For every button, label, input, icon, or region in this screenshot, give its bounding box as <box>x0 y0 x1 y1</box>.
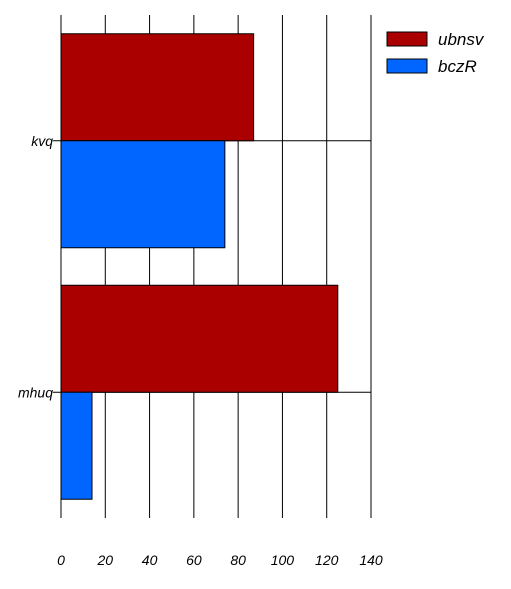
bar-ubnsv-mhuq <box>60 284 339 393</box>
x-tick-label-20: 20 <box>96 552 113 568</box>
bar-bczR-kvq <box>60 140 226 249</box>
x-tick-label-80: 80 <box>230 552 246 568</box>
legend-label-ubnsv: ubnsv <box>438 30 485 49</box>
x-tick-label-40: 40 <box>142 552 158 568</box>
x-tick-label-0: 0 <box>57 552 65 568</box>
x-tick-label-120: 120 <box>315 552 339 568</box>
category-label-mhuq: mhuq <box>18 384 53 400</box>
x-tick-label-100: 100 <box>271 552 295 568</box>
axes: kvq mhuq 0 20 40 60 80 100 120 140 <box>18 15 383 568</box>
bars <box>60 33 339 500</box>
category-label-kvq: kvq <box>31 133 53 149</box>
bar-ubnsv-kvq <box>60 33 255 142</box>
x-tick-label-60: 60 <box>186 552 202 568</box>
legend-label-bczR: bczR <box>438 57 477 76</box>
bar-bczR-mhuq <box>60 391 93 500</box>
legend-swatch-bczR <box>386 58 428 74</box>
x-tick-label-140: 140 <box>359 552 383 568</box>
legend: ubnsv bczR <box>386 30 485 76</box>
legend-swatch-ubnsv <box>386 31 428 47</box>
